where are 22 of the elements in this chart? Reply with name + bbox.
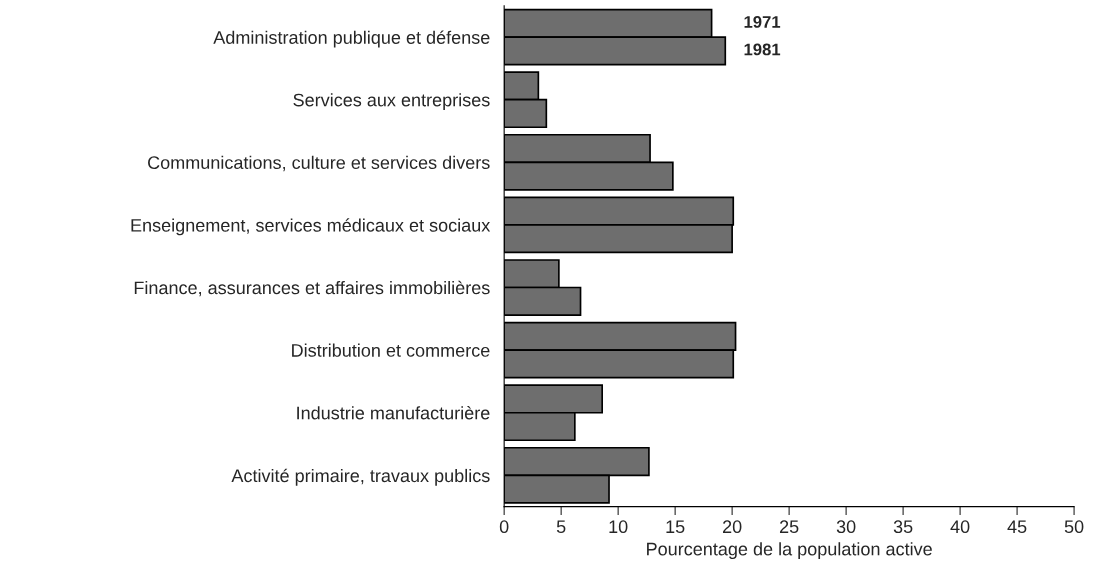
x-tick-label: 30 [836,520,856,534]
y-tick-label: Administration publique et défense [213,30,490,48]
x-tick-label: 5 [556,520,566,534]
x-tick-label: 20 [723,520,742,534]
x-tick-label: 0 [499,520,509,534]
y-tick-label: Industrie manufacturière [297,405,490,420]
x-tick-label: 40 [950,520,970,534]
y-tick-label: Communications, culture et services divers [148,155,490,172]
y-tick-label: Services aux entreprises [293,93,490,110]
x-tick-label: 10 [609,520,628,534]
series-label: 1971 [744,15,781,28]
x-tick-label: 15 [666,520,685,534]
x-tick-label: 25 [779,520,799,534]
x-tick-label: 45 [1007,520,1027,534]
y-tick-label: Activité primaire, travaux publics [231,468,490,486]
y-tick-label: Distribution et commerce [292,343,490,357]
y-tick-label: Finance, assurances et affaires immobilières [134,280,490,297]
y-tick-label: Enseignement, services médicaux et sociaux [131,218,491,236]
x-axis-title: Pourcentage de la population active [647,542,932,560]
series-label: 1981 [744,43,781,56]
x-tick-label: 35 [893,520,913,534]
x-tick-label: 50 [1064,520,1084,534]
